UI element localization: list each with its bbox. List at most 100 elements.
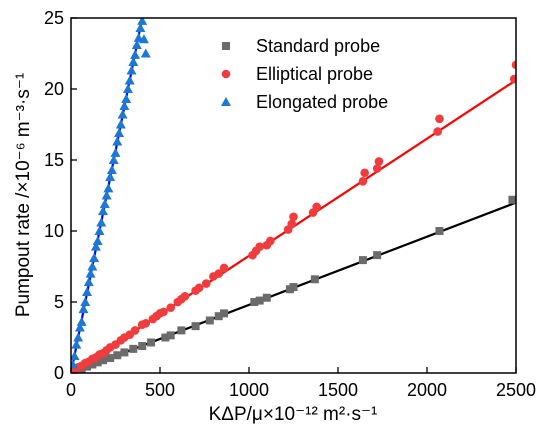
elongated-probe-point	[135, 22, 146, 32]
standard-probe-point	[358, 256, 367, 265]
y-tick-label: 10	[44, 221, 64, 241]
standard-probe-point	[214, 312, 223, 321]
x-tick-label: 1000	[229, 380, 269, 400]
elongated-probe-point	[121, 93, 132, 103]
elongated-probe-point	[101, 190, 112, 200]
elongated-probe-point	[89, 252, 100, 262]
elliptical-probe-point	[511, 60, 516, 70]
elliptical-probe-point	[194, 283, 204, 293]
elongated-probe-point	[87, 261, 98, 271]
elongated-probe-point	[110, 147, 121, 157]
elongated-probe-point	[119, 101, 130, 111]
elliptical-probe-point	[166, 303, 175, 312]
standard-probe-point	[106, 354, 115, 363]
legend-elongated-probe-label: Elongated probe	[256, 92, 388, 112]
plot-frame	[70, 17, 517, 374]
elongated-probe-point	[124, 75, 135, 85]
standard-probe-point	[138, 342, 147, 351]
elliptical-probe-point	[141, 319, 151, 328]
legend-elliptical-probe-marker	[221, 69, 231, 79]
elliptical-probe-point	[180, 292, 190, 301]
elliptical-probe-point	[433, 127, 442, 136]
y-tick-label: 5	[54, 292, 64, 312]
elongated-probe-point	[106, 164, 117, 174]
x-tick-label: 2500	[496, 380, 536, 400]
elongated-probe-point	[73, 332, 84, 342]
elongated-probe-point	[85, 268, 96, 278]
elongated-probe-point	[98, 206, 109, 216]
y-tick-label: 15	[44, 150, 64, 170]
x-tick-label: 500	[145, 380, 175, 400]
elliptical-probe-point	[214, 269, 224, 278]
elliptical-probe-point	[360, 168, 370, 178]
elliptical-probe-point	[435, 114, 444, 124]
elliptical-probe-point	[287, 219, 297, 229]
x-tick-label: 1500	[318, 380, 358, 400]
standard-probe-point	[166, 331, 175, 340]
elliptical-probe-point	[130, 326, 140, 335]
elongated-probe-point	[103, 183, 114, 193]
elongated-probe-point	[105, 172, 116, 182]
standard-probe-point	[93, 358, 102, 367]
elongated-probe-point	[115, 119, 126, 129]
legend-elongated-probe-marker	[221, 97, 231, 106]
standard-probe-point	[508, 195, 516, 204]
y-tick-label: 25	[44, 8, 64, 28]
elliptical-probe-point	[219, 263, 229, 273]
elongated-probe-point	[130, 49, 141, 59]
legend-standard-probe-marker	[222, 42, 230, 50]
x-tick-label: 2000	[407, 380, 447, 400]
legend: Standard probe Elliptical probe Elongated …	[221, 36, 388, 112]
legend-standard-probe-label: Standard probe	[256, 36, 380, 56]
y-axis-title: Pumpout rate /×10⁻⁶ m⁻³·s⁻¹	[13, 73, 34, 317]
y-tick-label: 0	[54, 363, 64, 383]
standard-probe-point	[250, 298, 259, 306]
legend-elliptical-probe-label: Elliptical probe	[256, 64, 373, 84]
elongated-probe-point	[71, 339, 82, 349]
elongated-probe-point	[138, 34, 149, 44]
elliptical-probe-point	[266, 236, 275, 246]
standard-probe-point	[373, 251, 382, 260]
elongated-probe-point	[80, 297, 91, 306]
elongated-probe-point	[71, 350, 80, 360]
elliptical-probe-point	[312, 202, 321, 212]
standard-probe-point	[205, 316, 214, 325]
elliptical-probe-point	[509, 74, 516, 84]
elliptical-probe-point	[374, 157, 384, 166]
standard-probe-point	[289, 283, 298, 292]
elongated-probe-point	[94, 226, 105, 235]
elongated-probe-point	[90, 241, 101, 251]
elongated-probe-point	[78, 304, 89, 314]
elliptical-probe-point	[255, 242, 264, 251]
elliptical-probe-point	[289, 212, 298, 222]
elliptical-probe-point	[358, 177, 368, 186]
standard-probe-point	[113, 351, 122, 360]
elongated-probe-point	[112, 136, 123, 146]
elongated-probe-point	[108, 155, 119, 164]
elongated-probe-point	[76, 316, 87, 326]
elongated-probe-point	[71, 359, 78, 369]
elongated-probe-point	[137, 18, 148, 25]
elongated-probe-point	[99, 199, 110, 209]
standard-probe-point	[120, 348, 129, 357]
standard-probe-point	[262, 293, 271, 302]
elongated-probe-point	[126, 65, 137, 75]
elliptical-probe-point	[372, 164, 382, 173]
elongated-probe-point	[114, 128, 125, 138]
standard-probe-point	[161, 333, 170, 342]
elongated-probe-point	[74, 322, 85, 332]
standard-probe-point	[88, 360, 97, 369]
elongated-probe-point	[122, 84, 133, 93]
standard-probe-point	[99, 356, 108, 365]
elongated-probe-point	[131, 39, 142, 49]
y-tick-label: 20	[44, 79, 64, 99]
x-axis-title: KΔP/μ×10⁻¹² m²·s⁻¹	[209, 404, 378, 425]
elliptical-probe-point	[201, 279, 211, 288]
elongated-probe-point	[96, 217, 107, 227]
elongated-probe-point	[82, 287, 93, 297]
standard-probe-point	[129, 344, 138, 353]
standard-probe-point	[310, 275, 319, 284]
elongated-probe-point	[117, 109, 128, 119]
elongated-probe-point	[128, 57, 139, 67]
